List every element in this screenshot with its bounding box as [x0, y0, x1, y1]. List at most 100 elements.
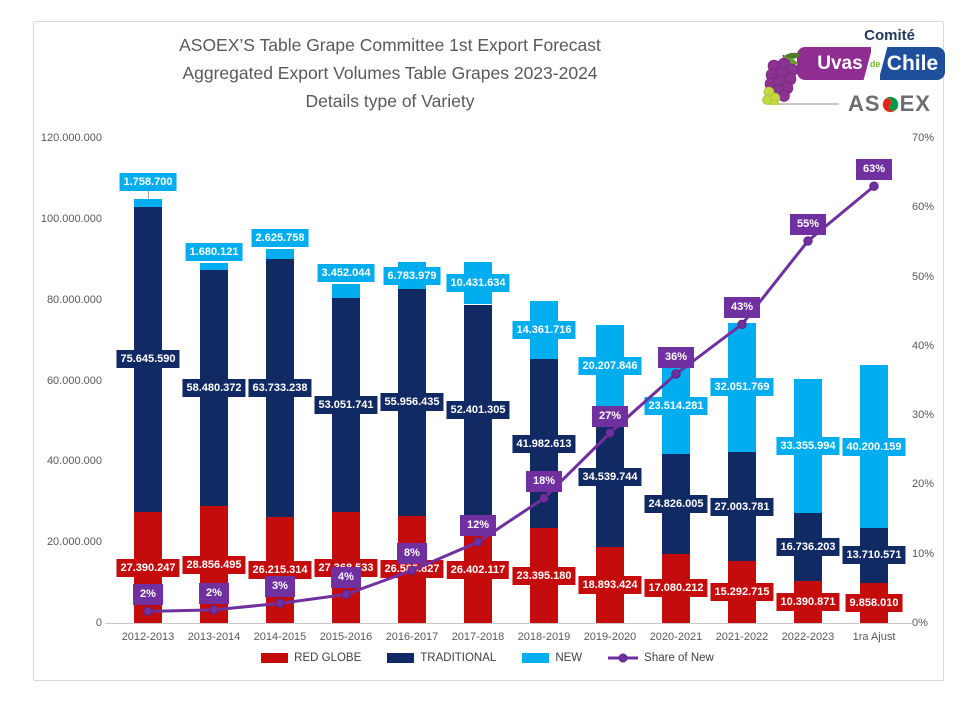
value-label: 75.645.590 [116, 350, 180, 369]
value-label: 10.431.634 [446, 274, 510, 293]
right-axis-tick-label: 40% [912, 339, 935, 352]
value-label: 53.051.741 [314, 396, 378, 415]
value-label: 27.003.781 [710, 497, 774, 516]
share-percentage-label: 2% [199, 582, 229, 604]
legend-item-share-of-new: Share of New [608, 652, 714, 664]
x-axis-category-label: 1ra Ajust [852, 631, 896, 643]
legend-line-icon [608, 653, 639, 663]
uvas-label: Uvas [797, 47, 871, 80]
value-label: 23.395.180 [512, 566, 576, 585]
x-axis-category-label: 2012-2013 [121, 631, 175, 643]
share-percentage-label: 55% [789, 213, 827, 235]
value-label: 33.355.994 [776, 436, 840, 455]
uvas-de-chile-banner: Uvas de Chile [797, 47, 945, 80]
x-axis-category-label: 2018-2019 [517, 631, 571, 643]
legend: RED GLOBE TRADITIONAL NEW Share of New [33, 652, 942, 664]
value-label: 3.452.044 [317, 264, 375, 283]
value-label: 27.390.247 [116, 558, 180, 577]
value-label: 55.956.435 [380, 393, 444, 412]
legend-swatch [387, 653, 415, 663]
share-percentage-label: 27% [591, 405, 629, 427]
asoex-label-as: AS [848, 91, 881, 116]
share-percentage-label: 3% [265, 576, 295, 598]
chart-title: ASOEX’S Table Grape Committee 1st Export… [90, 31, 690, 115]
value-label: 2.625.758 [251, 228, 309, 247]
value-label: 52.401.305 [446, 401, 510, 420]
asoex-rule [777, 103, 839, 105]
chile-label: Chile [879, 47, 945, 80]
share-percentage-label: 18% [525, 471, 563, 493]
x-axis-category-label: 2016-2017 [385, 631, 439, 643]
value-label: 26.402.117 [446, 560, 510, 579]
grapes-icon [762, 52, 801, 105]
value-label: 28.856.495 [182, 555, 246, 574]
legend-swatch [261, 653, 289, 663]
legend-item-traditional: TRADITIONAL [387, 652, 496, 664]
asoex-logo: AS EX [777, 91, 945, 117]
value-label: 16.736.203 [776, 538, 840, 557]
right-axis-tick-label: 0% [912, 617, 928, 629]
value-label-leader [147, 191, 149, 200]
value-label: 58.480.372 [182, 379, 246, 398]
x-axis-category-label: 2022-2023 [781, 631, 835, 643]
value-label: 34.539.744 [578, 467, 642, 486]
value-label: 10.390.871 [776, 593, 840, 611]
right-axis-tick-label: 50% [912, 270, 935, 283]
value-label: 15.292.715 [710, 583, 774, 602]
x-axis-category-label: 2015-2016 [319, 631, 373, 643]
value-label: 32.051.769 [710, 378, 774, 397]
share-percentage-label: 4% [331, 567, 361, 589]
value-label: 18.893.424 [578, 575, 642, 594]
legend-label: RED GLOBE [294, 652, 362, 664]
value-label: 13.710.571 [842, 546, 906, 565]
legend-swatch [522, 653, 550, 663]
y-axis-tick-label: 60.000.000 [46, 374, 102, 387]
legend-label: NEW [555, 652, 583, 664]
share-percentage-label: 2% [133, 584, 163, 606]
bar-segment-new [332, 284, 360, 298]
right-axis-tick-label: 10% [912, 547, 935, 560]
right-axis-tick-label: 70% [912, 132, 935, 144]
right-axis-tick-label: 20% [912, 478, 935, 491]
value-label: 63.733.238 [248, 379, 312, 398]
right-axis-tick-label: 30% [912, 409, 935, 422]
x-axis-category-label: 2021-2022 [715, 631, 769, 643]
value-label: 14.361.716 [512, 320, 576, 339]
legend-item-new: NEW [522, 652, 582, 664]
y-axis-tick-label: 20.000.000 [46, 536, 102, 549]
legend-label: Share of New [644, 652, 714, 664]
share-percentage-label: 43% [723, 297, 761, 319]
value-label: 9.858.010 [845, 594, 903, 613]
share-percentage-label: 8% [397, 543, 427, 565]
comite-label: Comité [864, 27, 915, 44]
bar-segment-new [200, 263, 228, 270]
value-label: 17.080.212 [644, 579, 708, 598]
legend-label: TRADITIONAL [420, 652, 497, 664]
uvas-de-chile-logo: Comité Uvas de Chile [762, 27, 945, 117]
y-axis-tick-label: 120.000.000 [40, 132, 102, 144]
x-axis-line [105, 623, 913, 624]
x-axis-category-label: 2020-2021 [649, 631, 703, 643]
value-label: 41.982.613 [512, 434, 576, 453]
asoex-label-ex: EX [899, 91, 931, 116]
right-axis-tick-label: 60% [912, 201, 935, 214]
y-axis-tick-label: 100.000.000 [40, 212, 102, 225]
chart-title-line1: ASOEX’S Table Grape Committee 1st Export… [179, 35, 601, 55]
value-label: 1.680.121 [185, 243, 243, 262]
share-percentage-label: 12% [459, 515, 497, 536]
value-label: 6.783.979 [383, 266, 441, 285]
value-label: 20.207.846 [578, 357, 642, 376]
bar-segment-new [134, 199, 162, 207]
y-axis-tick-label: 0 [95, 617, 102, 629]
share-percentage-label: 63% [855, 159, 893, 181]
value-label: 23.514.281 [644, 397, 708, 416]
x-axis-category-label: 2017-2018 [451, 631, 505, 643]
share-percentage-label: 36% [657, 346, 695, 368]
value-label: 40.200.159 [842, 437, 906, 456]
legend-item-red-globe: RED GLOBE [261, 652, 361, 664]
chart-title-line3: Details type of Variety [305, 91, 475, 111]
x-axis-category-label: 2019-2020 [583, 631, 637, 643]
y-axis-tick-label: 80.000.000 [46, 293, 102, 306]
x-axis-category-label: 2014-2015 [253, 631, 307, 643]
